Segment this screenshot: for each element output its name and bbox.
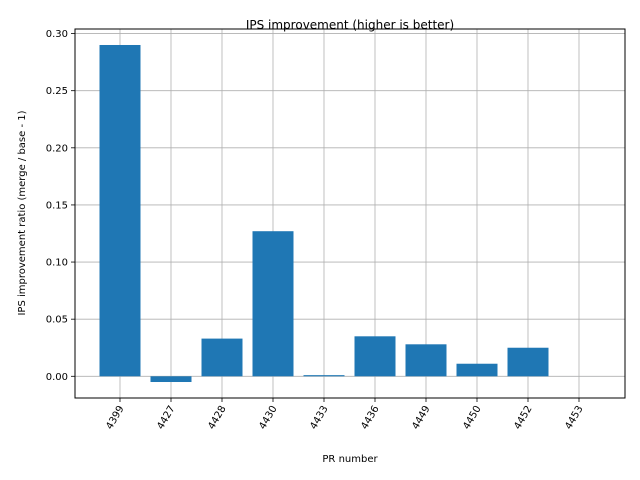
x-tick-label: 4450 xyxy=(461,404,483,432)
bar-4452 xyxy=(507,347,549,377)
y-tick-label: 0.20 xyxy=(46,143,68,154)
bar-4430 xyxy=(252,231,294,377)
bar-4449 xyxy=(405,344,447,377)
chart-title: IPS improvement (higher is better) xyxy=(246,18,454,32)
x-tick-label: 4452 xyxy=(512,404,534,432)
y-tick-label: 0.25 xyxy=(46,86,68,97)
x-tick-label: 4427 xyxy=(155,404,177,432)
x-tick-label: 4433 xyxy=(308,404,330,432)
bar-4428 xyxy=(201,338,243,377)
bar-4433 xyxy=(303,375,345,377)
bar-4427 xyxy=(150,376,192,383)
grid-lines xyxy=(75,29,625,398)
y-axis-label: IPS improvement ratio (merge / base - 1) xyxy=(17,110,28,315)
y-tick-label: 0.30 xyxy=(46,29,68,40)
x-tick-label: 4399 xyxy=(104,404,126,432)
x-ticks: 4399 4427 4428 4430 4433 4436 4449 4450 4452 4453 xyxy=(104,398,586,432)
bar-4399 xyxy=(99,44,141,377)
x-tick-label: 4449 xyxy=(410,404,432,432)
y-tick-label: 0.15 xyxy=(46,200,68,211)
x-axis-label: PR number xyxy=(322,454,378,465)
y-ticks: 0.00 0.05 0.10 0.15 0.20 0.25 0.30 xyxy=(46,29,75,383)
y-tick-label: 0.05 xyxy=(46,315,68,326)
plot-frame xyxy=(74,28,626,399)
x-tick-label: 4436 xyxy=(359,404,381,432)
y-tick-label: 0.10 xyxy=(46,258,68,269)
bars xyxy=(99,44,600,383)
bar-4450 xyxy=(456,363,498,377)
y-tick-label: 0.00 xyxy=(46,372,68,383)
x-tick-label: 4453 xyxy=(563,404,585,432)
x-tick-label: 4430 xyxy=(257,404,279,432)
bar-4436 xyxy=(354,336,396,377)
x-tick-label: 4428 xyxy=(206,404,228,432)
